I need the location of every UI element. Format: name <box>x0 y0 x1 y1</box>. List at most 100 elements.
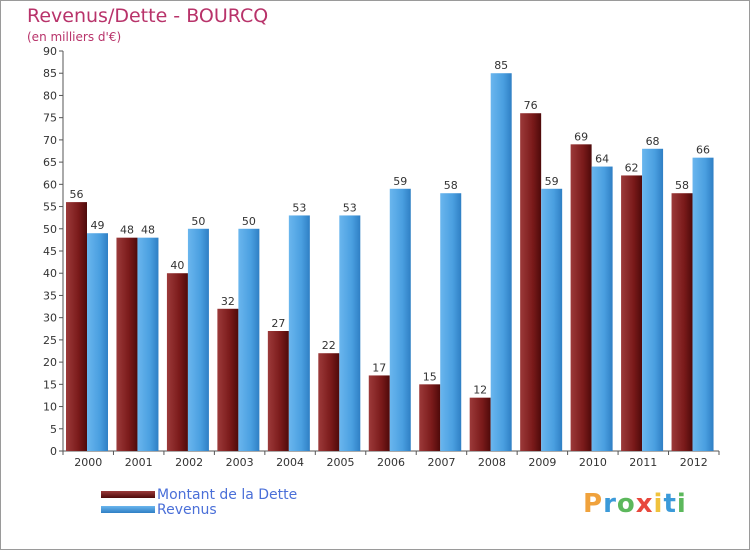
y-tick-label: 60 <box>43 178 57 191</box>
data-label-revenus: 59 <box>393 175 407 188</box>
logo-letter: P <box>583 489 604 519</box>
x-tick-label: 2002 <box>175 456 203 469</box>
bar-dette <box>217 308 239 451</box>
legend-item-revenus: Revenus <box>101 501 297 518</box>
y-tick-label: 50 <box>43 223 57 236</box>
y-tick-label: 55 <box>43 201 57 214</box>
legend-swatch-revenus <box>101 506 155 513</box>
bar-dette <box>267 331 289 451</box>
data-label-revenus: 50 <box>242 215 256 228</box>
y-tick-label: 65 <box>43 156 57 169</box>
bar-revenus <box>591 166 613 452</box>
bar-dette <box>419 384 441 451</box>
legend-label-dette: Montant de la Dette <box>157 486 298 503</box>
data-label-dette: 62 <box>625 161 639 174</box>
bar-dette <box>116 237 138 451</box>
data-label-revenus: 48 <box>141 224 155 237</box>
bar-dette <box>66 202 87 451</box>
y-tick-label: 40 <box>43 267 57 280</box>
y-tick-label: 70 <box>43 134 57 147</box>
data-label-revenus: 85 <box>494 59 508 72</box>
x-tick-label: 2003 <box>226 456 254 469</box>
legend-item-dette: Montant de la Dette <box>101 486 298 503</box>
data-label-dette: 12 <box>473 384 487 397</box>
bar-revenus <box>541 188 563 451</box>
bar-revenus <box>137 237 159 451</box>
x-tick-label: 2012 <box>680 456 708 469</box>
x-tick-label: 2004 <box>276 456 304 469</box>
y-tick-label: 85 <box>43 67 57 80</box>
x-tick-label: 2006 <box>377 456 405 469</box>
chart-bars <box>66 73 714 452</box>
bar-dette <box>166 273 188 451</box>
bar-revenus <box>692 157 714 451</box>
bar-dette <box>520 113 542 451</box>
bar-revenus <box>339 215 361 451</box>
y-tick-label: 5 <box>50 423 57 436</box>
data-label-revenus: 49 <box>91 219 105 232</box>
bar-revenus <box>238 228 260 451</box>
bar-dette <box>469 397 491 451</box>
data-label-revenus: 53 <box>292 201 306 214</box>
data-label-dette: 69 <box>574 130 588 143</box>
data-label-dette: 76 <box>524 99 538 112</box>
y-tick-label: 75 <box>43 112 57 125</box>
x-tick-label: 2010 <box>579 456 607 469</box>
x-tick-label: 2009 <box>528 456 556 469</box>
data-label-dette: 32 <box>221 295 235 308</box>
y-tick-label: 80 <box>43 89 57 102</box>
logo-letter: r <box>603 489 617 519</box>
x-tick-label: 2000 <box>74 456 102 469</box>
y-tick-label: 15 <box>43 378 57 391</box>
data-label-dette: 15 <box>423 370 437 383</box>
chart-title: Revenus/Dette - BOURCQ <box>27 5 269 27</box>
data-label-revenus: 59 <box>545 175 559 188</box>
chart-data-labels: 56 48 40 32 27 22 17 15 12 76 69 62 58 49 48 50 50 53 53 59… <box>70 59 711 396</box>
y-tick-label: 90 <box>43 45 57 58</box>
data-label-dette: 22 <box>322 339 336 352</box>
bar-dette <box>368 375 390 451</box>
data-label-dette: 27 <box>271 317 285 330</box>
x-tick-label: 2001 <box>125 456 153 469</box>
logo-letter: i <box>653 489 664 519</box>
bar-dette <box>621 175 643 451</box>
y-tick-label: 30 <box>43 312 57 325</box>
y-tick-label: 25 <box>43 334 57 347</box>
data-label-dette: 17 <box>372 361 386 374</box>
data-label-dette: 48 <box>120 224 134 237</box>
data-label-revenus: 64 <box>595 153 609 166</box>
logo-letter: i <box>676 489 687 519</box>
bar-revenus <box>87 233 108 451</box>
y-tick-label: 35 <box>43 289 57 302</box>
legend-label-revenus: Revenus <box>157 501 217 518</box>
bar-dette <box>570 144 592 452</box>
bar-revenus <box>490 73 512 451</box>
y-tick-label: 0 <box>50 445 57 458</box>
chart-subtitle: (en milliers d'€) <box>27 30 122 44</box>
logo-letter: x <box>635 489 654 519</box>
bar-dette <box>671 193 693 451</box>
x-tick-label: 2007 <box>427 456 455 469</box>
data-label-revenus: 50 <box>191 215 205 228</box>
x-tick-label: 2005 <box>327 456 355 469</box>
logo-letter: t <box>663 489 677 519</box>
bar-dette <box>318 353 340 451</box>
legend-swatch-dette <box>101 491 155 498</box>
y-tick-label: 45 <box>43 245 57 258</box>
bar-revenus <box>389 188 411 451</box>
bar-revenus <box>187 228 209 451</box>
x-tick-label: 2011 <box>629 456 657 469</box>
bar-revenus <box>440 193 462 451</box>
data-label-revenus: 68 <box>646 135 660 148</box>
data-label-revenus: 66 <box>696 144 710 157</box>
data-label-dette: 58 <box>675 179 689 192</box>
data-label-revenus: 58 <box>444 179 458 192</box>
y-tick-label: 10 <box>43 401 57 414</box>
bar-revenus <box>642 148 664 451</box>
data-label-revenus: 53 <box>343 201 357 214</box>
logo-letter: o <box>616 489 636 519</box>
data-label-dette: 56 <box>70 188 84 201</box>
proxiti-logo: Proxiti <box>583 489 687 519</box>
